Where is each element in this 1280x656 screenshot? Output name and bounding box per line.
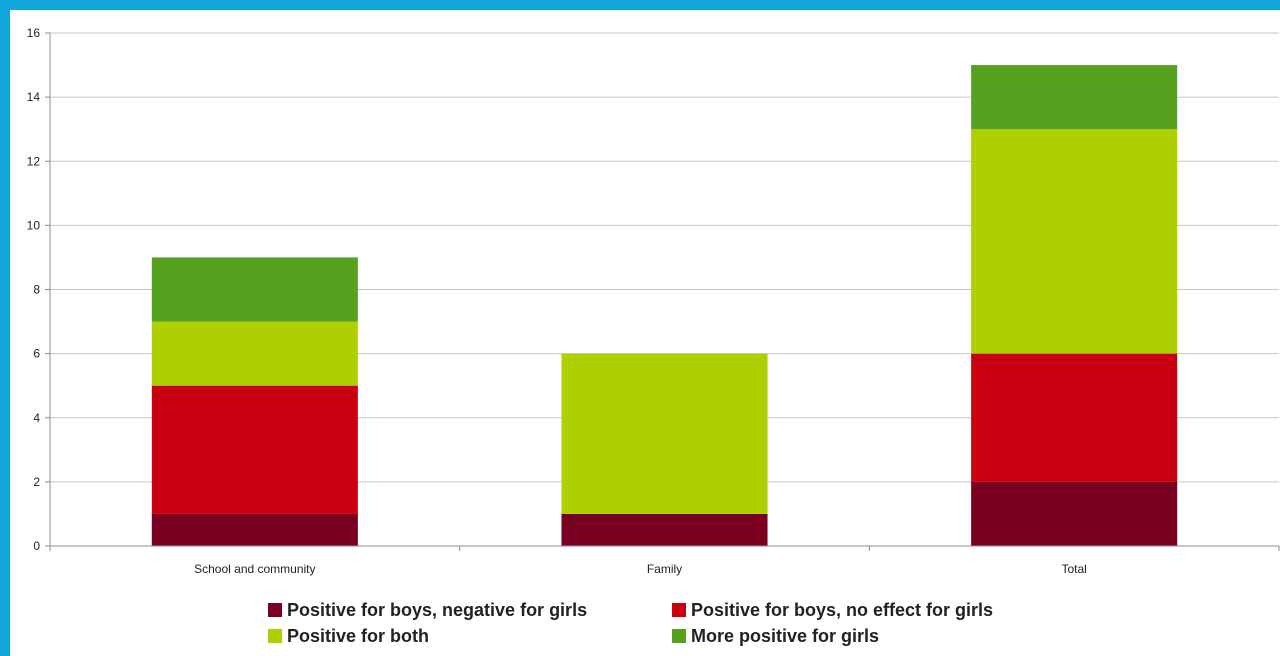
- x-tick-label: School and community: [194, 562, 315, 576]
- legend-item: More positive for girls: [672, 625, 993, 647]
- bar-segment: [151, 257, 358, 322]
- legend-item: Positive for both: [268, 625, 672, 647]
- bars: [151, 65, 1178, 546]
- legend-swatch: [268, 603, 282, 617]
- x-tick-label: Total: [1061, 562, 1086, 576]
- bar-segment: [971, 481, 1178, 546]
- x-tick-label: Family: [647, 562, 682, 576]
- bar-segment: [971, 65, 1178, 130]
- bar-segment: [561, 353, 768, 514]
- bar-segment: [971, 129, 1178, 354]
- legend-label: Positive for both: [287, 625, 430, 646]
- y-tick-label: 6: [33, 347, 40, 361]
- bar-segment: [971, 353, 1178, 482]
- legend-label: More positive for girls: [691, 625, 880, 646]
- y-tick-label: 8: [33, 283, 40, 297]
- y-tick-label: 0: [33, 539, 40, 553]
- y-tick-label: 2: [33, 475, 40, 489]
- x-tick-labels: School and community Family Total: [194, 562, 1087, 576]
- legend-label: Positive for boys, no effect for girls: [691, 599, 994, 620]
- y-tick-label: 12: [27, 154, 41, 168]
- axes: [45, 32, 1280, 551]
- y-tick-label: 4: [33, 411, 40, 425]
- y-tick-labels: 0 2 4 6 8 10 12 14 16: [27, 26, 41, 553]
- legend-swatch: [672, 603, 686, 617]
- legend-item: Positive for boys, no effect for girls: [672, 599, 993, 621]
- legend: Positive for boys, negative for girls Po…: [268, 599, 993, 647]
- legend-label: Positive for boys, negative for girls: [287, 599, 588, 620]
- legend-swatch: [672, 629, 686, 643]
- legend-item: Positive for boys, negative for girls: [268, 599, 672, 621]
- bar-segment: [151, 513, 358, 546]
- bar-segment: [561, 513, 768, 546]
- y-tick-label: 16: [27, 26, 41, 40]
- bar-segment: [151, 385, 358, 514]
- y-tick-label: 14: [27, 90, 41, 104]
- bar-segment: [151, 321, 358, 386]
- y-tick-label: 10: [27, 218, 41, 232]
- legend-swatch: [268, 629, 282, 643]
